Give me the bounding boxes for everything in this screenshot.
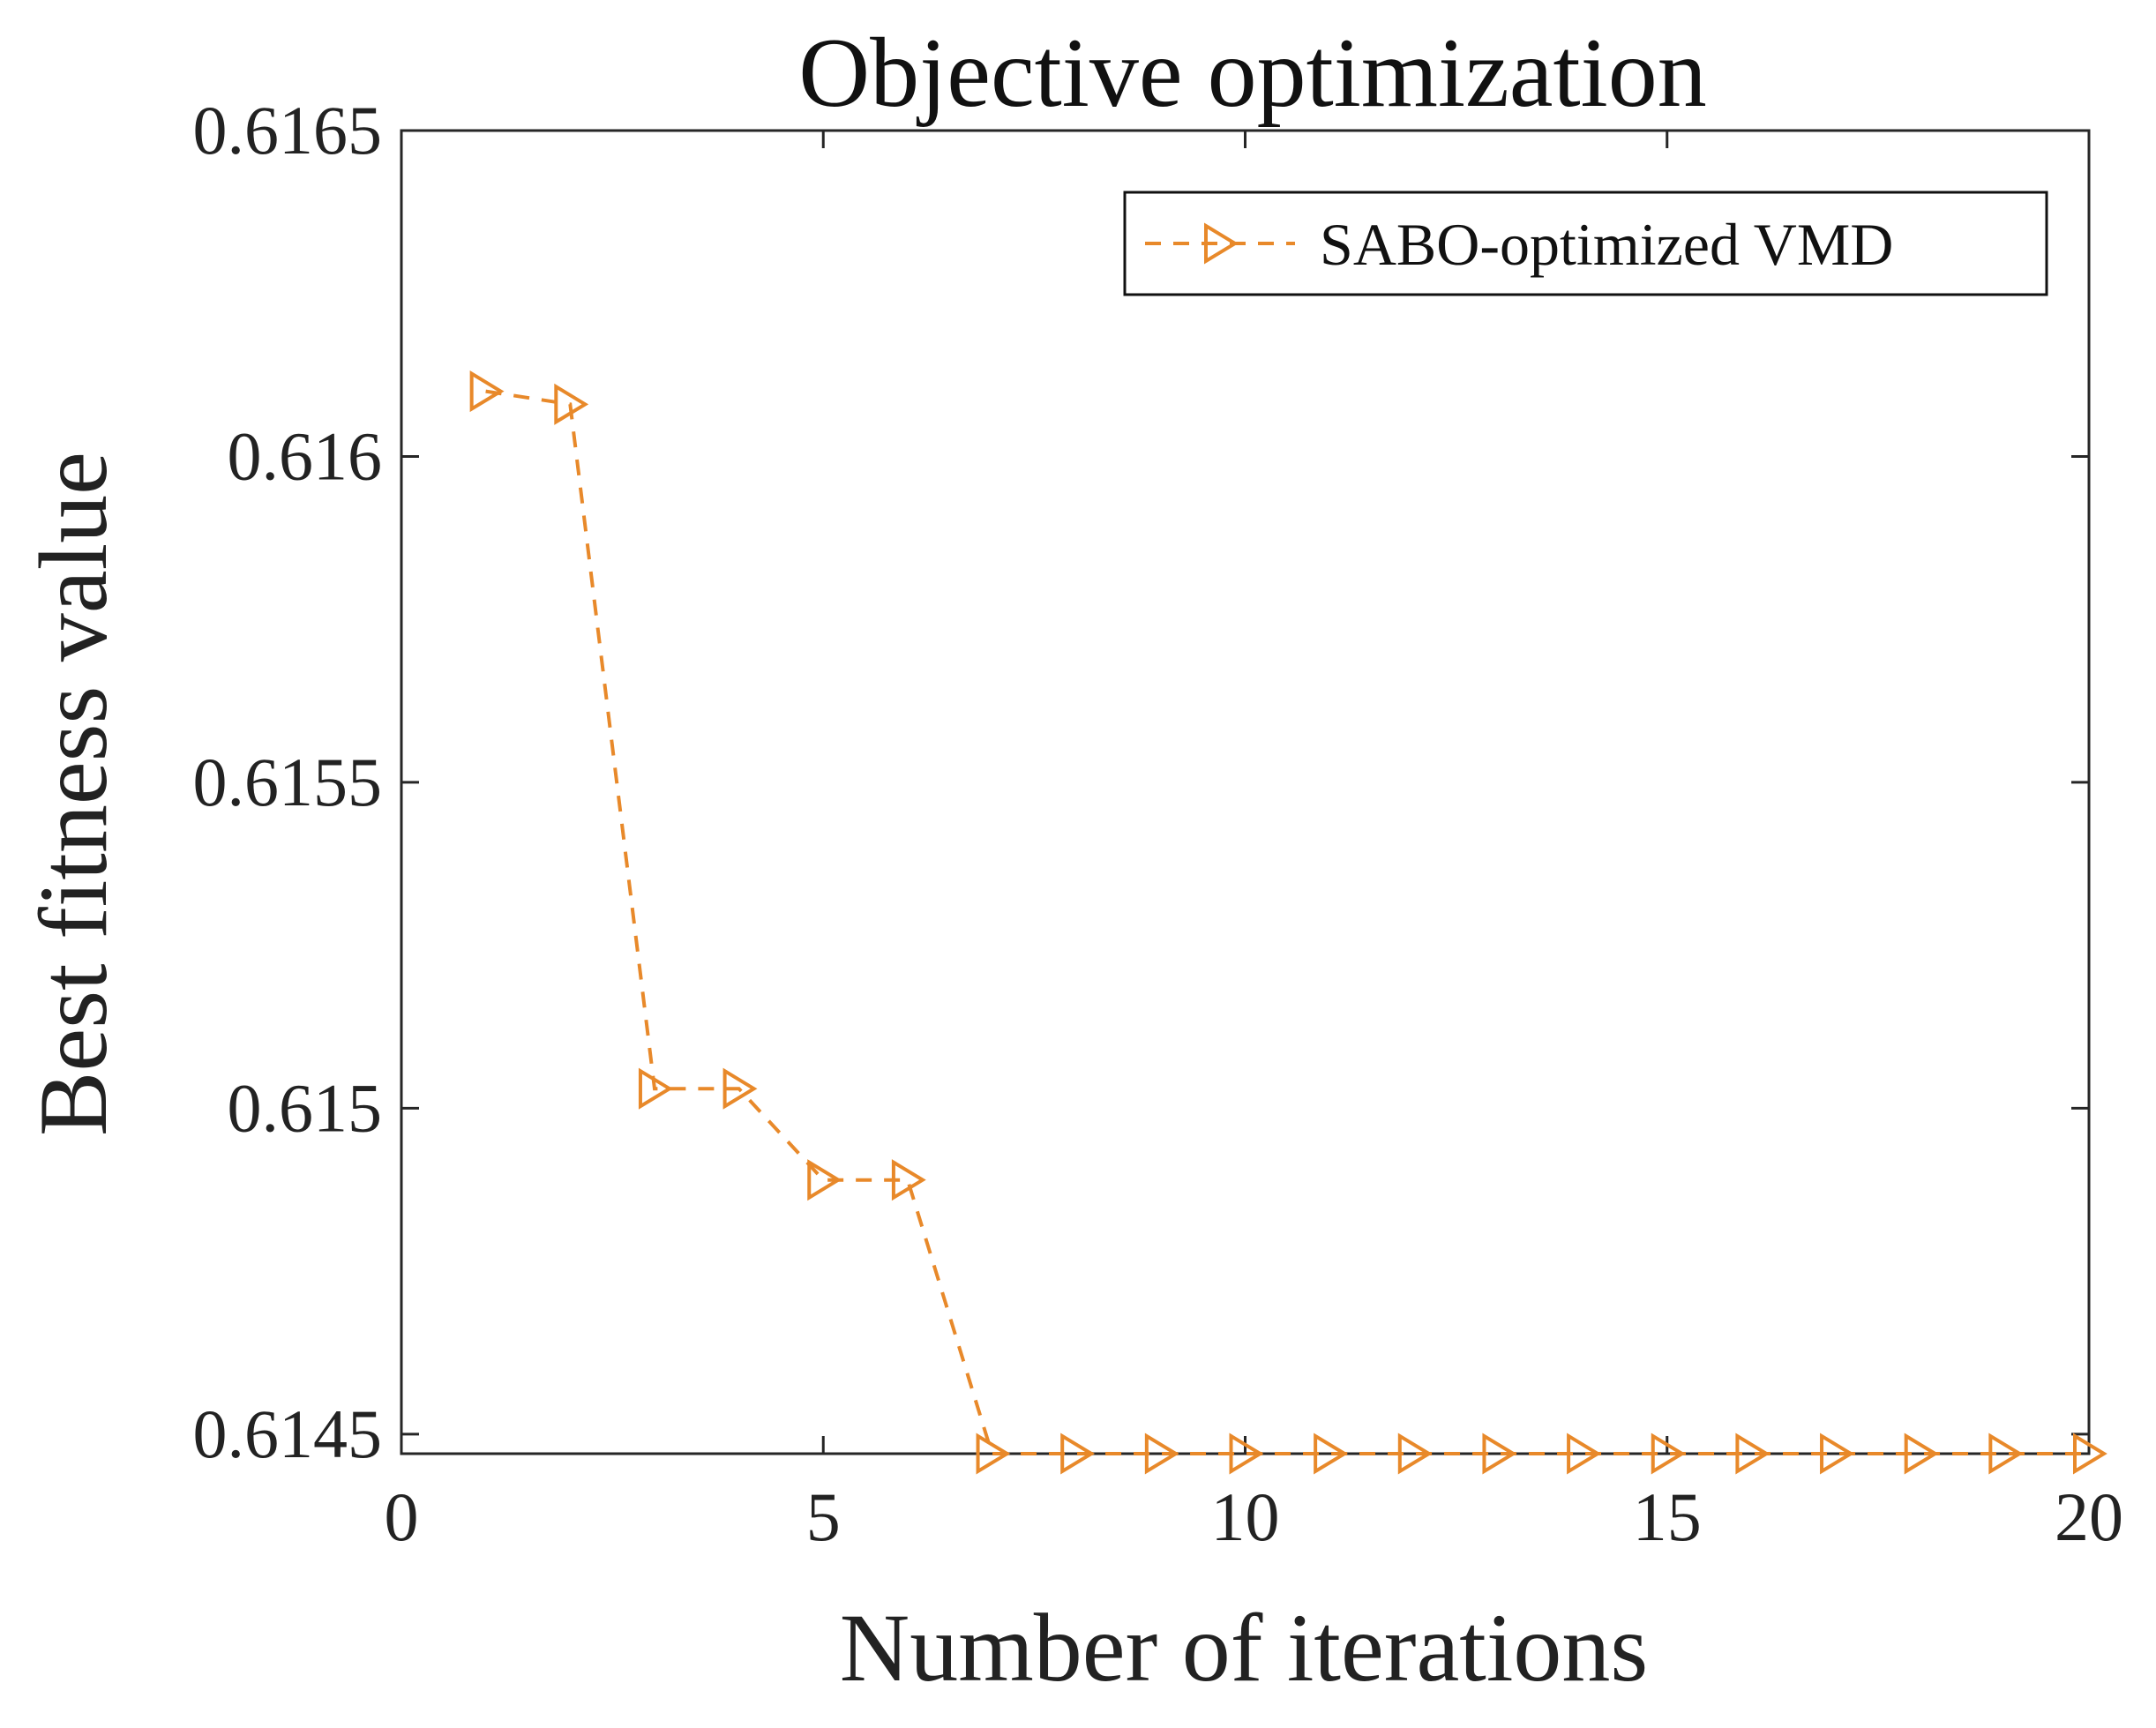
data-point-marker [1144, 1433, 1179, 1475]
data-point-marker [1988, 1433, 2024, 1475]
data-point-marker [1904, 1433, 1939, 1475]
data-point-marker [807, 1159, 842, 1201]
x-tick-label: 10 [1211, 1478, 1280, 1555]
data-point-marker [554, 383, 589, 425]
legend-label: SABO-optimized VMD [1320, 211, 1893, 278]
y-tick-label: 0.6165 [193, 92, 383, 168]
x-axis-label: Number of iterations [840, 1594, 1648, 1702]
legend-marker-icon [1204, 222, 1239, 265]
data-point-marker [976, 1433, 1011, 1475]
series-layer [469, 370, 2107, 1475]
legend-box [1123, 191, 2048, 296]
data-point-marker [891, 1159, 926, 1201]
y-tick-label: 0.6155 [193, 744, 383, 820]
data-point-marker [1735, 1433, 1770, 1475]
data-point-marker [1229, 1433, 1264, 1475]
x-tick-label: 20 [2055, 1478, 2123, 1555]
x-tick-label: 0 [385, 1478, 419, 1555]
data-point-marker [1651, 1433, 1686, 1475]
data-point-marker [2073, 1433, 2107, 1475]
data-point-marker [469, 370, 505, 413]
data-point-marker [1060, 1433, 1096, 1475]
chart-title: Objective optimization [798, 19, 1707, 128]
data-point-marker [638, 1067, 673, 1110]
legend: SABO-optimized VMD [1123, 191, 2048, 296]
y-axis-label: Best fitness value [19, 452, 127, 1136]
data-point-marker [1314, 1433, 1349, 1475]
data-point-marker [722, 1067, 758, 1110]
data-point-marker [1482, 1433, 1517, 1475]
data-point-marker [1820, 1433, 1854, 1475]
data-point-marker [1397, 1433, 1433, 1475]
y-tick-label: 0.616 [228, 417, 383, 494]
ticks-layer: 0 5 10 15 20 0.6145 0.615 0.6155 0.616 0.6165 [193, 92, 2124, 1555]
y-tick-label: 0.6145 [193, 1395, 383, 1472]
x-tick-label: 5 [806, 1478, 841, 1555]
data-point-marker [1567, 1433, 1601, 1475]
x-tick-label: 15 [1633, 1478, 1702, 1555]
y-tick-label: 0.615 [228, 1069, 383, 1146]
